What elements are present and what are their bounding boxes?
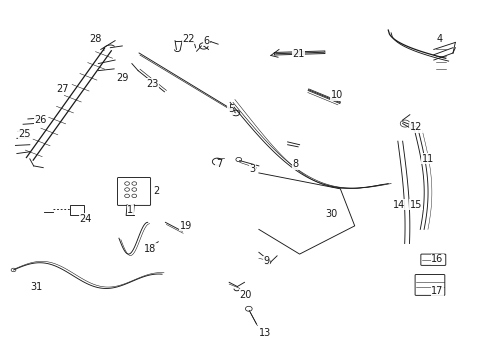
Text: 23: 23 [146, 79, 158, 89]
Text: 8: 8 [292, 159, 298, 169]
Text: 15: 15 [409, 200, 421, 210]
Text: 2: 2 [153, 186, 160, 195]
Text: 7: 7 [215, 159, 222, 169]
Text: 12: 12 [409, 122, 421, 132]
Text: 21: 21 [292, 49, 304, 59]
Text: 24: 24 [79, 214, 91, 224]
Text: 3: 3 [249, 165, 255, 174]
Text: 20: 20 [239, 290, 252, 300]
Text: 19: 19 [180, 221, 192, 231]
Text: 27: 27 [57, 84, 69, 94]
Text: 26: 26 [35, 115, 47, 125]
Text: 5: 5 [227, 104, 233, 114]
Text: 14: 14 [392, 200, 405, 210]
Bar [69, 205, 84, 215]
Text: 11: 11 [421, 154, 433, 164]
Text: 29: 29 [116, 73, 128, 83]
Text: 6: 6 [203, 36, 209, 46]
Text: 25: 25 [18, 129, 31, 139]
Text: 13: 13 [258, 328, 270, 338]
Text: 9: 9 [263, 256, 269, 266]
Text: 31: 31 [30, 282, 42, 292]
Text: 18: 18 [143, 244, 156, 254]
Text: 4: 4 [435, 34, 442, 44]
Text: 16: 16 [430, 255, 443, 264]
Text: 1: 1 [127, 205, 133, 215]
Text: 22: 22 [182, 34, 194, 44]
Text: 30: 30 [325, 208, 337, 219]
Text: 28: 28 [89, 34, 101, 44]
Text: 10: 10 [330, 90, 342, 100]
Text: 17: 17 [430, 286, 443, 296]
